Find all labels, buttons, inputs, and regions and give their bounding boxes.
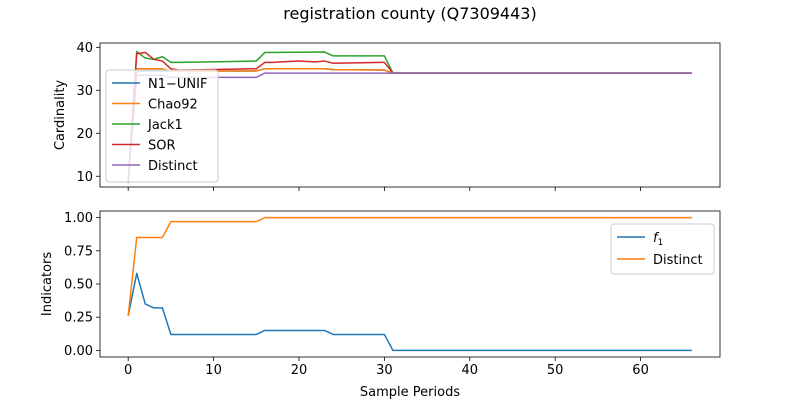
legend: f1 Distinct — [610, 223, 715, 275]
axes-frame — [99, 42, 721, 188]
y-axis-title: Indicators — [40, 252, 55, 316]
series-line-0-3 — [127, 51, 692, 183]
legend-box — [105, 69, 219, 183]
x-tick-label: 20 — [291, 363, 308, 378]
x-axis-title: Sample Periods — [360, 385, 460, 400]
series-line-1-1 — [127, 216, 692, 316]
y-tick-label: 10 — [76, 170, 93, 185]
y-tick-label: 0.75 — [64, 244, 93, 259]
x-tick-label: 10 — [205, 363, 222, 378]
legend-label: Distinct — [653, 253, 703, 268]
legend-label: Jack1 — [147, 118, 183, 133]
y-tick-label: 20 — [76, 127, 93, 142]
cardinality-panel: 10 20 30 40 Cardinality N1−UNIF Chao92 Jack1 SOR… — [53, 41, 721, 191]
y-tick-label: 30 — [76, 84, 93, 99]
legend-label: Chao92 — [148, 98, 198, 113]
series-line-0-2 — [127, 50, 692, 183]
legend-label: f1 — [653, 231, 663, 248]
y-tick-label: 40 — [76, 41, 93, 56]
series-line-1-0 — [127, 272, 692, 352]
y-tick-label: 0.00 — [64, 344, 93, 359]
x-tick-label: 40 — [462, 363, 479, 378]
x-tick-label: 50 — [547, 363, 564, 378]
indicators-panel: 0 10 20 30 40 50 60 0.00 0.25 0.50 0.75 1.00 Indicat… — [40, 210, 721, 400]
legend: N1−UNIF Chao92 Jack1 SOR Distinct — [105, 69, 219, 183]
legend-label: SOR — [148, 139, 176, 154]
figure-title: registration county (Q7309443) — [283, 4, 536, 23]
x-tick-label: 30 — [376, 363, 393, 378]
y-tick-label: 0.25 — [64, 311, 93, 326]
legend-label: N1−UNIF — [148, 77, 207, 92]
x-tick-label: 0 — [124, 363, 132, 378]
y-tick-label: 0.50 — [64, 278, 93, 293]
x-tick-label: 60 — [632, 363, 649, 378]
y-tick-label: 1.00 — [64, 211, 93, 226]
y-axis-title: Cardinality — [53, 80, 68, 151]
legend-label: Distinct — [148, 159, 198, 174]
